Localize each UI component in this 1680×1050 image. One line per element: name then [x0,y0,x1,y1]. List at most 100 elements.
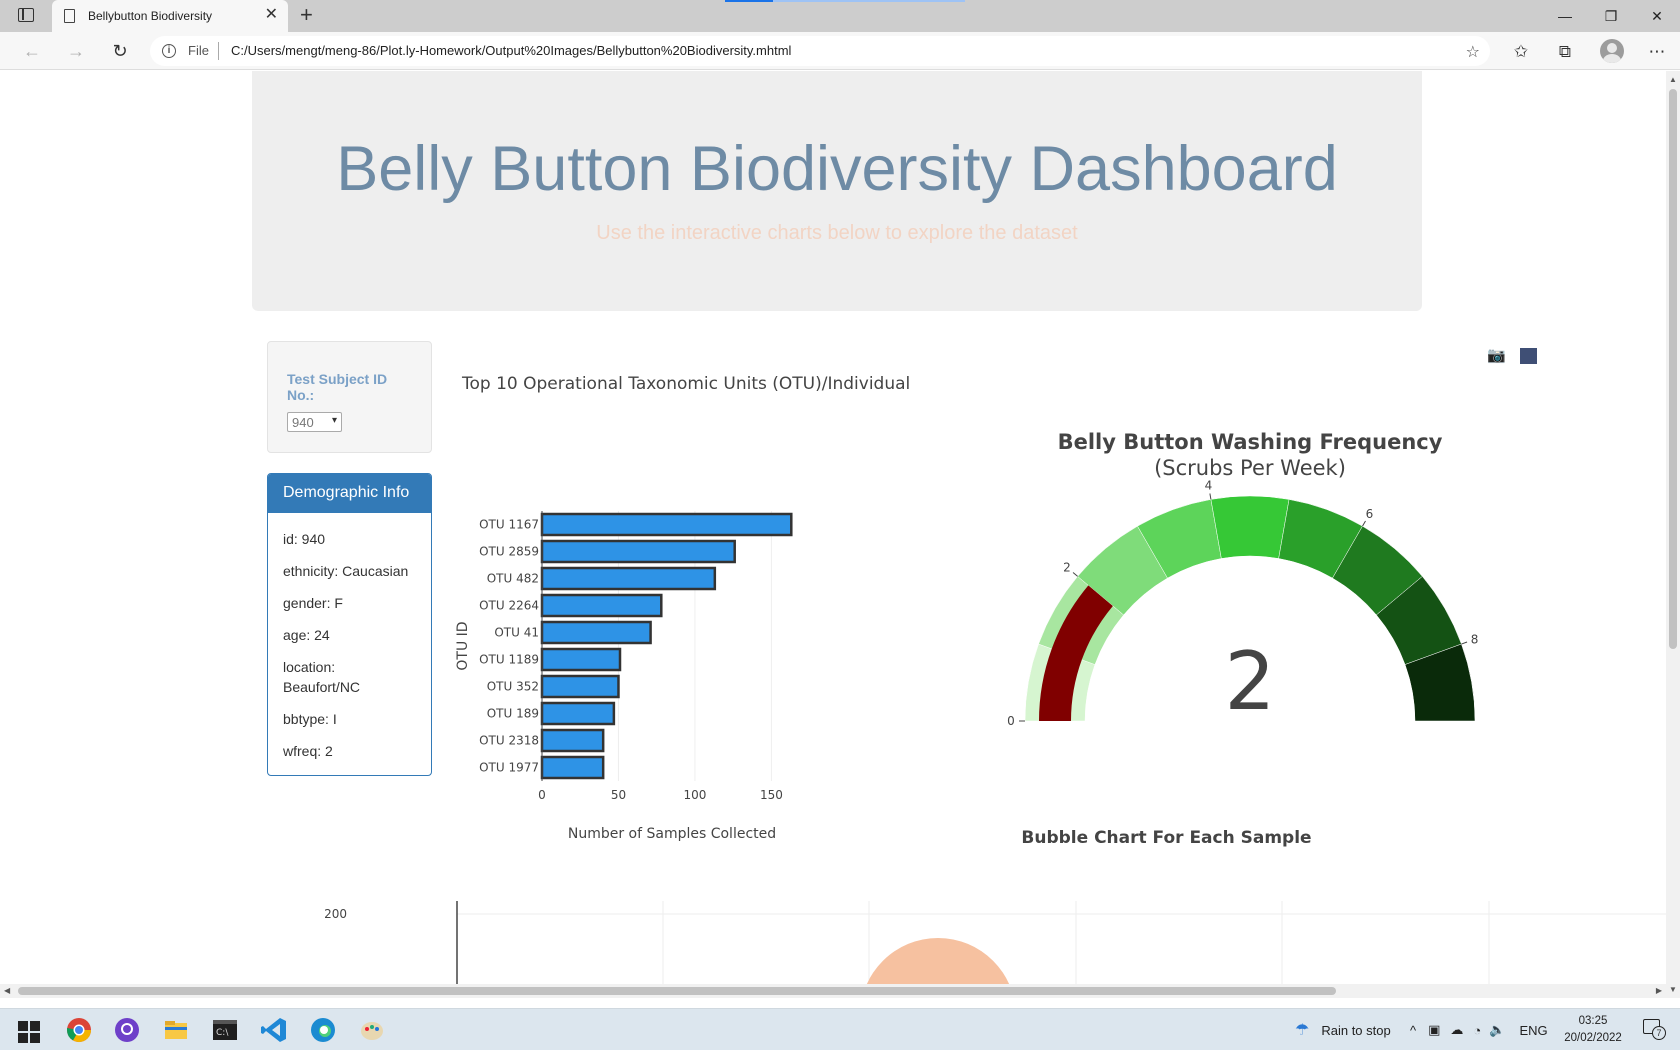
bubble-chart[interactable]: 200 [0,891,1666,984]
bar-y-tick-label: OTU 189 [487,707,539,721]
page-icon [64,9,75,23]
horizontal-scroll-thumb[interactable] [18,987,1336,995]
subject-id-selected: 940 [292,415,314,430]
system-clock[interactable]: 03:25 20/02/2022 [1563,1013,1623,1047]
bubble-point-0[interactable] [860,938,1016,984]
close-window-icon[interactable]: ✕ [1651,7,1663,24]
bar-otu-1189[interactable] [540,647,622,672]
weather-widget[interactable]: ☂ Rain to stop [1295,1009,1391,1050]
plotly-logo-icon[interactable] [1519,348,1537,365]
bar-x-tick-label: 100 [683,788,706,802]
bar-chart[interactable]: 0 50 100 150 OTU 1167 OTU 2859 OTU 482 OTU 2264… [452,421,872,841]
wifi-icon[interactable]: ◔ [1473,1022,1482,1038]
chevron-down-icon: ▾ [331,415,337,426]
language-indicator[interactable]: ENG [1519,1022,1548,1038]
close-tab-icon[interactable]: ✕ [264,6,278,23]
window-controls: — ❐ ✕ [1542,0,1680,32]
bar-otu-2264[interactable] [540,593,663,618]
header-jumbotron: Belly Button Biodiversity Dashboard Use … [252,71,1422,311]
vertical-scrollbar[interactable]: ▲ ▼ [1666,71,1680,998]
bar-x-tick-label: 150 [760,788,783,802]
profile-avatar[interactable] [1600,39,1624,63]
bar-y-tick-label: OTU 1167 [479,518,539,532]
page-title: Belly Button Biodiversity Dashboard [336,134,1338,204]
back-icon[interactable]: ← [23,41,41,61]
notification-center-icon[interactable]: 7 [1643,1019,1666,1040]
bar-otu-1167[interactable] [540,512,793,537]
bar-otu-1977[interactable] [540,755,605,780]
minimize-icon[interactable]: — [1558,8,1572,24]
new-tab-icon[interactable]: + [300,2,313,27]
bar-otu-41[interactable] [540,620,652,645]
paint-icon[interactable] [358,1016,386,1044]
vertical-scroll-thumb[interactable] [1669,89,1677,649]
gauge-tick-label: 2 [1063,560,1071,574]
bar-y-tick-label: OTU 482 [487,572,539,586]
browser-tab[interactable]: Bellybutton Biodiversity ✕ [52,0,288,32]
scroll-right-icon[interactable]: ▶ [1655,986,1662,995]
demo-line-age: age: 24 [283,627,330,643]
demo-line-ethnicity: ethnicity: Caucasian [283,563,409,579]
tab-actions-icon[interactable] [18,8,34,22]
subject-selector-well: Test Subject ID No.: 940 ▾ [267,341,432,453]
bar-otu-2859[interactable] [540,539,736,564]
bar-y-tick-label: OTU 2318 [479,734,539,748]
show-hidden-icons-icon[interactable]: ^ [1410,1022,1417,1038]
notification-count: 7 [1652,1026,1666,1040]
onedrive-icon[interactable]: ☁ [1450,1022,1464,1037]
restore-icon[interactable]: ❐ [1604,7,1618,24]
subject-id-dropdown[interactable]: 940 ▾ [287,412,342,432]
clock-date: 20/02/2022 [1564,1032,1622,1044]
forward-icon[interactable]: → [67,41,85,61]
gauge-tick-label: 0 [1007,714,1015,728]
browser-tab-bar: Bellybutton Biodiversity ✕ + — ❐ ✕ [0,0,1680,32]
refresh-icon[interactable]: ↻ [112,41,128,61]
favorites-icon[interactable]: ✩ [1513,42,1529,61]
windows-start-icon[interactable] [18,1021,40,1043]
gauge-tick [1072,572,1078,577]
scroll-down-icon[interactable]: ▼ [1669,985,1677,994]
url-text[interactable]: C:/Users/mengt/meng-86/Plot.ly-Homework/… [231,43,792,58]
edge-icon[interactable] [309,1016,337,1044]
terminal-icon[interactable]: C:\ [211,1016,239,1044]
bar-otu-189[interactable] [540,701,616,726]
address-bar[interactable]: i File C:/Users/mengt/meng-86/Plot.ly-Ho… [150,36,1490,66]
demographic-panel: Demographic Info id: 940 ethnicity: Cauc… [267,473,432,776]
gauge-title: Belly Button Washing Frequency [1058,430,1443,454]
tab-title: Bellybutton Biodiversity [88,9,213,23]
gauge-subtitle: (Scrubs Per Week) [1154,456,1346,480]
collections-icon[interactable]: ⧉ [1558,42,1572,61]
gauge-band-4 [1210,495,1290,559]
github-desktop-icon[interactable] [113,1016,141,1044]
clock-time: 03:25 [1578,1015,1608,1027]
volume-icon[interactable]: 🔈 [1489,1022,1506,1037]
horizontal-scrollbar[interactable]: ◀ ▶ [0,984,1666,998]
add-favorite-icon[interactable]: ☆ [1465,44,1480,61]
chrome-icon[interactable] [65,1016,93,1044]
camera-icon[interactable]: 📷 [1487,347,1506,364]
bar-otu-482[interactable] [540,566,717,591]
loading-indicator [725,0,773,2]
vscode-icon[interactable] [260,1016,288,1044]
bar-otu-2318[interactable] [540,728,605,753]
demographic-heading: Demographic Info [268,474,431,513]
demo-line-bbtype: bbtype: I [283,711,337,727]
svg-text:C:\: C:\ [216,1028,229,1038]
info-icon[interactable]: i [162,44,176,58]
tray-icons: ^ ▣ ☁ ◔ 🔈 ENG [1410,1009,1548,1050]
umbrella-icon: ☂ [1295,1022,1310,1039]
more-menu-icon[interactable]: ⋯ [1648,42,1666,61]
meet-now-icon[interactable]: ▣ [1428,1022,1441,1037]
scroll-left-icon[interactable]: ◀ [4,986,11,995]
gauge-tick [1461,641,1468,645]
taskbar: C:\ ☂ Rain to stop ^ ▣ ☁ ◔ 🔈 ENG 03:25 2… [0,1008,1680,1050]
demo-line-id: id: 940 [283,531,326,547]
file-explorer-icon[interactable] [162,1016,190,1044]
scroll-up-icon[interactable]: ▲ [1669,75,1677,84]
bar-y-tick-label: OTU 2859 [479,545,539,559]
demo-line-wfreq: wfreq: 2 [283,743,333,759]
page-subtitle: Use the interactive charts below to expl… [596,222,1078,244]
gauge-chart[interactable]: Belly Button Washing Frequency(Scrubs Pe… [1000,346,1500,746]
bar-x-tick-label: 50 [611,788,626,802]
bar-otu-352[interactable] [540,674,620,699]
